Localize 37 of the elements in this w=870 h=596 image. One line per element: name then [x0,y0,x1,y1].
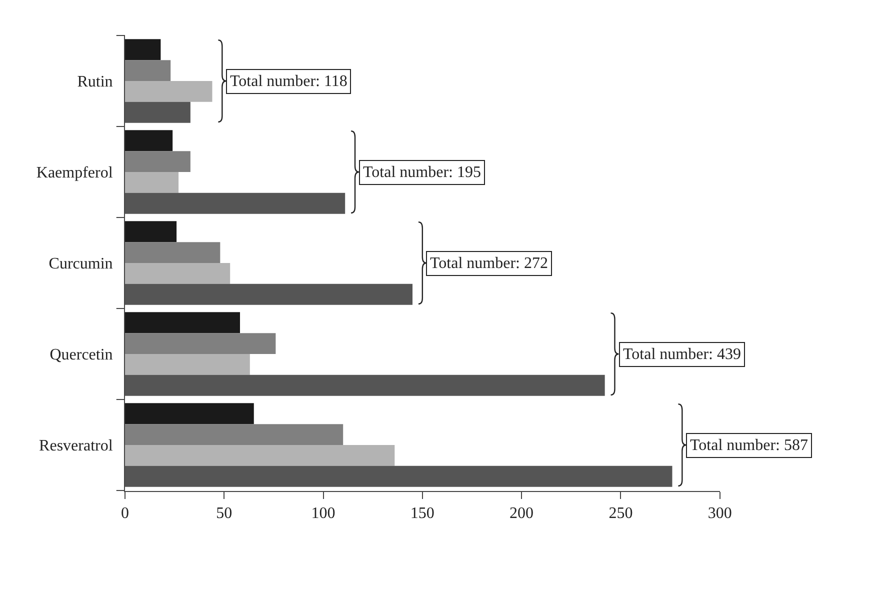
bar [125,151,190,172]
bar [125,102,190,123]
x-tick-label: 250 [608,505,633,522]
bar [125,403,254,424]
x-tick-label: 150 [410,505,434,522]
bar [125,424,344,445]
bar [125,81,212,102]
bar [125,466,672,487]
bar [125,192,346,214]
bar [125,445,395,466]
bar [125,284,412,305]
x-tick-label: 50 [216,505,232,522]
bar [125,374,605,396]
bar [125,354,250,375]
y-tick-label: Kaempferol [36,164,114,182]
y-tick-label: Rutin [77,74,113,91]
x-tick-label: 300 [708,505,732,522]
bar [125,312,240,334]
x-tick-label: 100 [311,505,336,522]
bar [125,242,220,263]
x-tick-label: 200 [510,505,534,522]
bar [125,60,171,81]
bar [125,130,173,152]
y-tick-label: Curcumin [48,256,113,273]
x-tick-label: 0 [121,505,129,522]
y-tick-label: Resveratrol [39,438,114,455]
annotation: Total number: 587 [690,437,808,454]
bar [125,333,276,354]
annotation: Total number: 118 [230,73,348,90]
annotation: Total number: 272 [430,255,548,272]
bar [125,263,230,284]
annotation: Total number: 195 [363,164,481,181]
bar [125,221,177,242]
y-tick-label: Quercetin [50,346,113,364]
bar [125,39,161,60]
annotation: Total number: 439 [623,346,741,363]
bar [125,172,179,193]
